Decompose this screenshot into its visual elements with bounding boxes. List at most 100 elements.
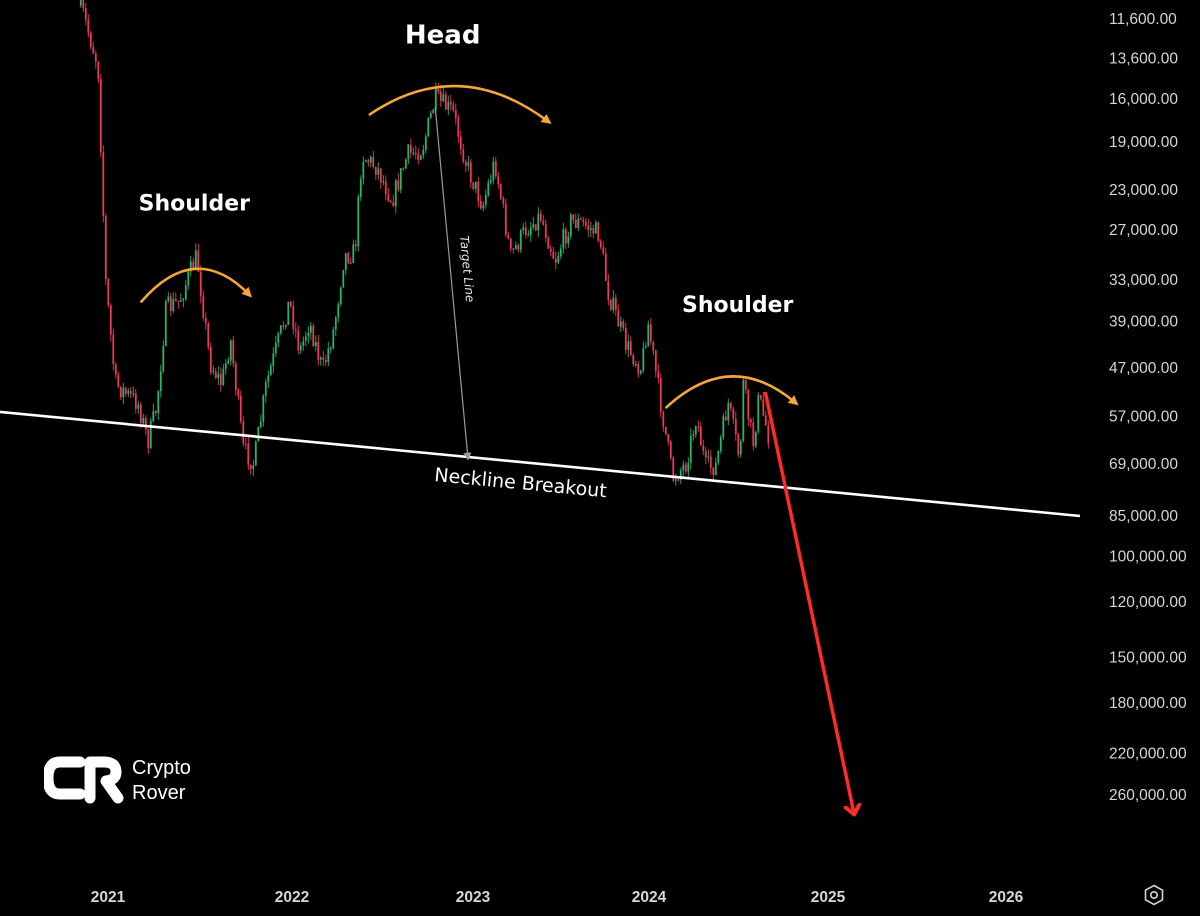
candle-body — [219, 373, 222, 385]
candle-body — [549, 248, 552, 252]
candle-body — [562, 229, 565, 249]
y-tick-label: 23,000.00 — [1109, 182, 1178, 199]
y-tick-label: 57,000.00 — [1109, 408, 1178, 425]
candle-body — [599, 240, 602, 248]
cr-logo-icon — [44, 756, 124, 804]
overlays-layer: Neckline Breakout Target Line Shoulder Head… — [0, 21, 1081, 814]
candle-body — [582, 219, 585, 222]
candle-body — [389, 200, 392, 203]
candle-body — [452, 104, 455, 111]
candle-body — [642, 347, 645, 371]
candle-body — [437, 88, 440, 92]
candle-body — [159, 371, 162, 392]
candle-body — [232, 340, 235, 364]
y-axis: 11,600.00 13,600.00 16,000.00 19,000.00 23,0… — [1109, 11, 1187, 804]
candle-body — [237, 390, 240, 397]
candle-body — [172, 299, 175, 312]
settings-hexagon-icon[interactable] — [1143, 884, 1165, 906]
candle-body — [729, 403, 732, 409]
candle-body — [227, 360, 230, 364]
candle-body — [194, 250, 197, 270]
candle-body — [659, 378, 662, 413]
candle-body — [192, 261, 195, 270]
brand-name-line1: Crypto — [132, 757, 191, 779]
y-tick-label: 150,000.00 — [1109, 650, 1187, 667]
candle-body — [372, 156, 375, 167]
candle-body — [244, 443, 247, 445]
candle-body — [114, 364, 117, 375]
candle-body — [639, 370, 642, 374]
candle-body — [489, 180, 492, 183]
candle-body — [387, 194, 390, 201]
candle-body — [102, 152, 105, 216]
candle-body — [439, 91, 442, 101]
candle-body — [477, 181, 480, 201]
candle-body — [449, 101, 452, 105]
candle-body — [574, 219, 577, 228]
candle-body — [319, 357, 322, 360]
candle-body — [597, 222, 600, 241]
y-tick-label: 19,000.00 — [1109, 134, 1178, 151]
candle-body — [152, 411, 155, 421]
pattern-arc — [368, 84, 552, 125]
candle-body — [479, 201, 482, 209]
candle-body — [317, 342, 320, 360]
candle-body — [129, 390, 132, 394]
candle-body — [127, 390, 130, 394]
candle-body — [342, 270, 345, 288]
candle-body — [267, 375, 270, 383]
candle-body — [607, 281, 610, 300]
candle-body — [282, 325, 285, 327]
candle-body — [689, 435, 692, 463]
candle-body — [632, 354, 635, 365]
candle-body — [529, 227, 532, 235]
candle-body — [307, 332, 310, 337]
candle-body — [239, 396, 242, 422]
candle-body — [524, 227, 527, 235]
candle-body — [162, 346, 165, 372]
candle-body — [407, 144, 410, 160]
candle-body — [612, 297, 615, 310]
candle-body — [767, 425, 770, 444]
candle-body — [89, 32, 92, 48]
candle-body — [717, 450, 720, 463]
candle-body — [269, 365, 272, 376]
head-label: Head — [405, 21, 481, 51]
candle-body — [402, 168, 405, 170]
candle-body — [202, 296, 205, 318]
candle-body — [634, 363, 637, 366]
candle-body — [139, 404, 142, 423]
candle-body — [212, 371, 215, 373]
candle-body — [157, 391, 160, 413]
shoulder-label: Shoulder — [682, 293, 793, 318]
candle-body — [564, 229, 567, 244]
candle-body — [552, 252, 555, 259]
candle-body — [409, 144, 412, 153]
y-tick-label: 220,000.00 — [1109, 745, 1187, 762]
candle-body — [629, 341, 632, 355]
candle-body — [427, 117, 430, 137]
candle-body — [349, 262, 352, 264]
candle-body — [462, 149, 465, 162]
candle-body — [199, 271, 202, 297]
candle-body — [254, 441, 257, 466]
x-tick-label: 2022 — [275, 889, 309, 906]
candle-body — [289, 301, 292, 307]
candle-body — [459, 136, 462, 150]
candle-body — [739, 441, 742, 455]
candle-body — [424, 136, 427, 150]
candle-body — [209, 347, 212, 373]
candle-body — [97, 61, 100, 80]
candle-body — [404, 159, 407, 169]
candle-body — [594, 222, 597, 234]
candle-body — [189, 261, 192, 272]
candle-body — [112, 334, 115, 365]
candle-body — [679, 470, 682, 480]
candle-body — [87, 19, 90, 33]
candle-body — [224, 363, 227, 369]
candle-body — [514, 245, 517, 249]
candle-body — [587, 225, 590, 230]
candle-body — [304, 336, 307, 341]
candle-body — [539, 213, 542, 221]
